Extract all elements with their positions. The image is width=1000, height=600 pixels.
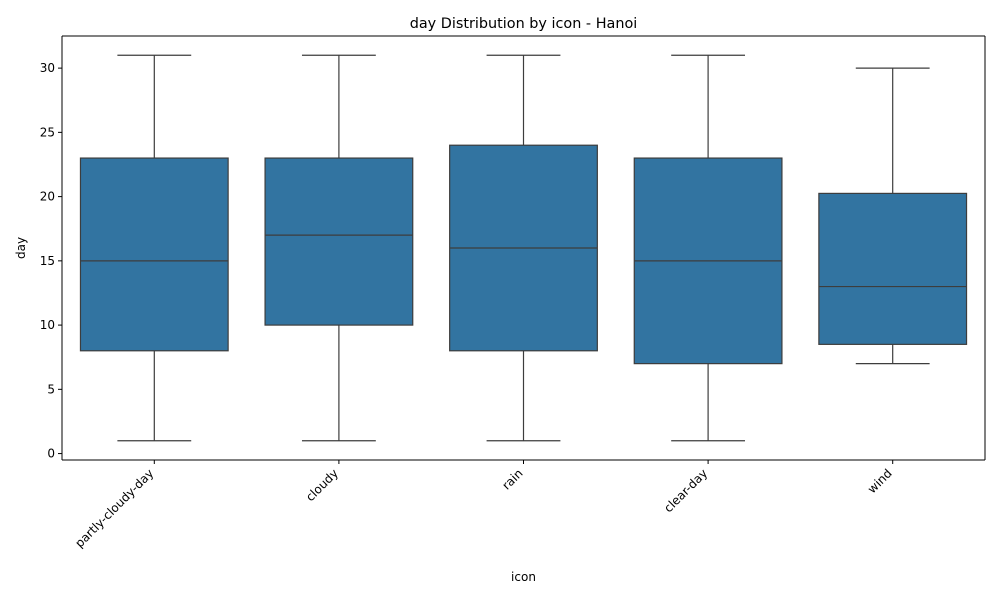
box-wind <box>818 67 968 365</box>
y-tick-label: 30 <box>40 61 55 75</box>
box-partly-cloudy-day <box>79 54 229 442</box>
y-tick-label: 20 <box>40 190 55 204</box>
y-tick-label: 5 <box>47 382 55 396</box>
y-tick-label: 15 <box>40 254 55 268</box>
box-clear-day <box>633 54 783 442</box>
x-axis-label: icon <box>511 570 536 584</box>
chart-title: day Distribution by icon - Hanoi <box>410 16 638 32</box>
iqr-box <box>79 157 229 352</box>
y-axis: 0 5 10 15 20 25 30 <box>40 61 62 461</box>
iqr-box <box>818 192 968 345</box>
iqr-box <box>264 157 414 326</box>
y-tick-label: 25 <box>40 125 55 139</box>
box-cloudy <box>264 54 414 442</box>
box-rain <box>449 54 598 442</box>
y-tick-label: 0 <box>47 447 55 461</box>
y-tick-label: 10 <box>40 318 55 332</box>
y-axis-label: day <box>14 237 28 259</box>
boxes-group <box>79 54 968 442</box>
